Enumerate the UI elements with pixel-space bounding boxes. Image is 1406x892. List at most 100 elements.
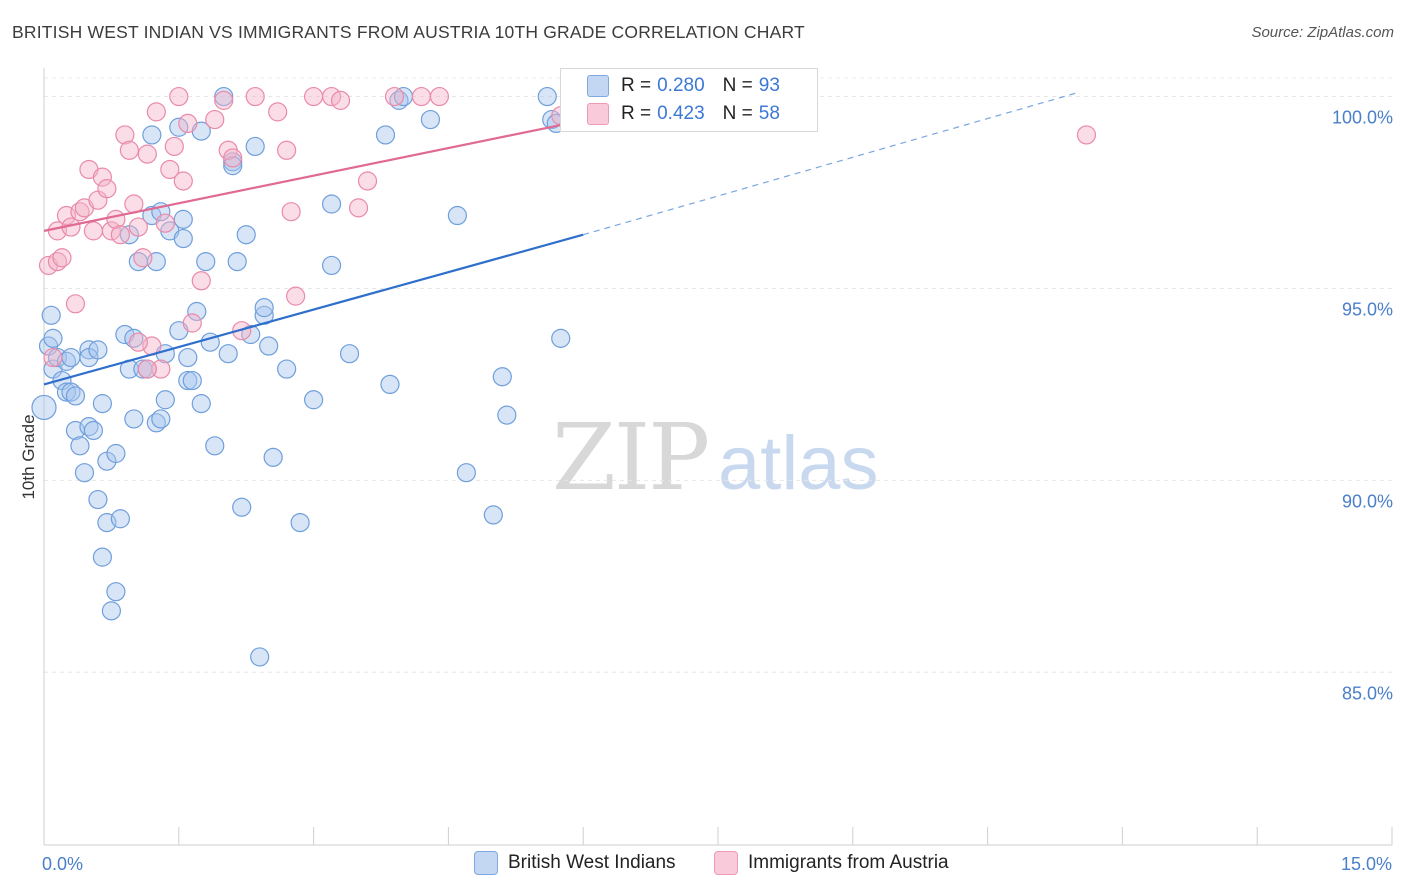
axes: [43, 68, 1393, 846]
legend-row-immigrants-austria: R = 0.423 N = 58: [587, 100, 780, 128]
chart-title: BRITISH WEST INDIAN VS IMMIGRANTS FROM A…: [12, 22, 805, 42]
series-legend-label: Immigrants from Austria: [748, 852, 949, 873]
point-british-west-indians: [61, 347, 81, 368]
point-immigrants-austria: [173, 171, 193, 191]
point-immigrants-austria: [277, 140, 297, 160]
point-british-west-indians: [43, 328, 63, 348]
point-british-west-indians: [74, 463, 95, 483]
point-british-west-indians: [497, 405, 517, 425]
point-british-west-indians: [259, 336, 279, 356]
point-british-west-indians: [178, 347, 198, 368]
trend-extension-british-west-indians: [583, 92, 1078, 236]
series-legend-item-immigrants-austria[interactable]: Immigrants from Austria: [714, 851, 949, 875]
point-immigrants-austria: [169, 86, 189, 107]
point-immigrants-austria: [160, 159, 180, 180]
point-british-west-indians: [456, 463, 476, 483]
point-immigrants-austria: [223, 148, 243, 168]
grid-lines: [44, 77, 1392, 673]
point-british-west-indians: [380, 374, 400, 395]
point-immigrants-austria: [137, 359, 157, 379]
point-british-west-indians: [31, 394, 57, 421]
point-british-west-indians: [339, 344, 360, 364]
point-british-west-indians: [124, 409, 144, 429]
legend-n-value: 58: [758, 103, 780, 124]
legend-swatch-blue: [587, 75, 609, 97]
legend-r-label: R =: [621, 75, 652, 96]
point-immigrants-austria: [115, 125, 135, 145]
point-british-west-indians: [447, 205, 467, 226]
point-british-west-indians: [101, 601, 122, 621]
point-british-west-indians: [187, 301, 207, 322]
series-legend: British West Indians Immigrants from Aus…: [0, 851, 1406, 879]
point-british-west-indians: [92, 394, 113, 414]
y-tick-label: 85.0%: [1342, 683, 1393, 703]
point-immigrants-austria: [384, 86, 405, 107]
point-british-west-indians: [290, 512, 310, 533]
point-british-west-indians: [182, 370, 202, 391]
series-legend-item-british-west-indians[interactable]: British West Indians: [474, 851, 676, 875]
point-immigrants-austria: [281, 202, 301, 222]
point-immigrants-austria: [304, 86, 324, 107]
point-immigrants-austria: [411, 86, 432, 107]
point-british-west-indians: [106, 443, 126, 464]
point-immigrants-austria: [110, 225, 130, 245]
watermark-zip: ZIP: [552, 404, 710, 511]
point-british-west-indians: [254, 298, 274, 318]
point-immigrants-austria: [429, 86, 450, 107]
legend-n-label: N =: [722, 75, 753, 96]
point-british-west-indians: [245, 136, 265, 157]
point-immigrants-austria: [214, 90, 234, 110]
point-british-west-indians: [551, 328, 571, 348]
point-british-west-indians: [88, 340, 108, 360]
source-label: Source: ZipAtlas.com: [1251, 24, 1394, 41]
point-immigrants-austria: [43, 347, 63, 368]
point-british-west-indians: [151, 409, 171, 429]
y-tick-label: 90.0%: [1342, 491, 1393, 511]
series-legend-label: British West Indians: [508, 852, 676, 873]
point-british-west-indians: [196, 251, 216, 272]
point-british-west-indians: [173, 209, 193, 229]
point-immigrants-austria: [330, 90, 351, 110]
point-immigrants-austria: [205, 109, 225, 130]
point-british-west-indians: [277, 359, 297, 379]
point-british-west-indians: [420, 109, 441, 130]
x-tick-label: 0.0%: [42, 854, 83, 874]
series-swatch-pink: [714, 851, 738, 875]
y-tick-label: 100.0%: [1332, 108, 1393, 128]
point-immigrants-austria: [178, 113, 198, 134]
point-british-west-indians: [321, 255, 342, 276]
point-british-west-indians: [83, 420, 104, 441]
correlation-legend: R = 0.280 N = 93 R = 0.423 N = 58: [560, 68, 818, 132]
point-immigrants-austria: [128, 217, 148, 237]
point-british-west-indians: [232, 497, 252, 517]
y-axis-title: 10th Grade: [19, 414, 38, 499]
point-british-west-indians: [537, 86, 557, 107]
point-immigrants-austria: [1076, 125, 1097, 145]
point-immigrants-austria: [286, 286, 306, 306]
point-british-west-indians: [304, 390, 324, 410]
data-points: [31, 86, 1097, 667]
legend-n-value: 93: [758, 75, 780, 96]
point-immigrants-austria: [155, 213, 175, 233]
point-immigrants-austria: [232, 321, 252, 341]
point-immigrants-austria: [133, 248, 153, 268]
point-british-west-indians: [321, 194, 342, 214]
point-immigrants-austria: [65, 294, 86, 314]
point-british-west-indians: [41, 305, 61, 325]
point-immigrants-austria: [348, 198, 369, 218]
legend-swatch-pink: [587, 103, 609, 125]
point-british-west-indians: [218, 344, 238, 364]
point-immigrants-austria: [119, 140, 139, 160]
point-immigrants-austria: [268, 102, 288, 122]
legend-r-value: 0.280: [657, 75, 705, 96]
point-british-west-indians: [191, 394, 211, 414]
point-british-west-indians: [70, 436, 90, 456]
point-immigrants-austria: [92, 167, 113, 187]
x-tick-label: 15.0%: [1341, 854, 1392, 874]
point-british-west-indians: [88, 489, 108, 510]
point-british-west-indians: [483, 505, 503, 525]
point-british-west-indians: [92, 547, 113, 567]
point-british-west-indians: [142, 125, 162, 145]
trend-line-british-west-indians: [43, 233, 584, 386]
point-british-west-indians: [375, 125, 396, 145]
